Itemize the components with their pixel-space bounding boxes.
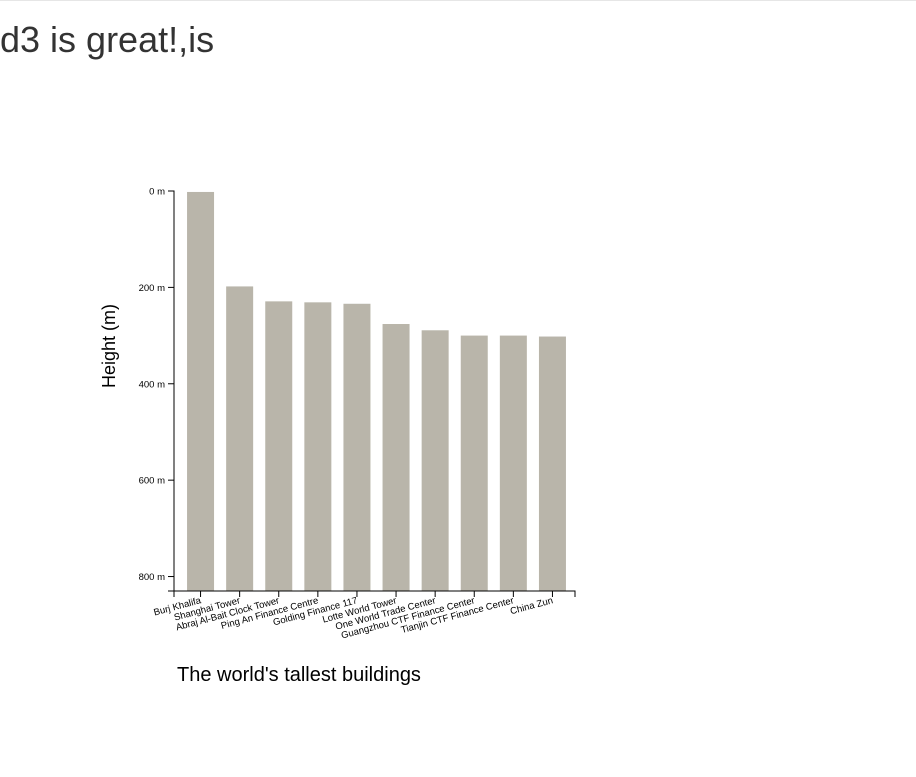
y-tick-label: 200 m xyxy=(139,283,165,294)
bar xyxy=(421,330,449,591)
y-axis: 0 m 200 m 400 m 600 m 800 m xyxy=(139,187,175,592)
bar xyxy=(538,336,566,591)
chart-title: The world's tallest buildings xyxy=(177,664,421,686)
bar xyxy=(226,286,254,591)
bar xyxy=(499,335,527,591)
y-tick-label: 400 m xyxy=(139,379,165,390)
y-tick-label: 600 m xyxy=(139,476,165,487)
x-axis-line xyxy=(173,590,576,597)
bar xyxy=(304,302,332,591)
y-tick-label: 0 m xyxy=(149,187,165,198)
bars-group xyxy=(187,191,566,591)
x-tick-label: China Zun xyxy=(509,595,554,617)
bar xyxy=(265,301,293,591)
page-heading: d3 is great!,is xyxy=(0,19,215,60)
bar xyxy=(187,191,215,591)
bar xyxy=(343,303,371,591)
bar xyxy=(382,324,410,591)
y-axis-line xyxy=(168,190,175,592)
bar xyxy=(460,335,488,591)
y-tick-label: 800 m xyxy=(139,572,165,583)
top-rule xyxy=(0,0,916,1)
y-axis-title: Height (m) xyxy=(99,304,119,388)
